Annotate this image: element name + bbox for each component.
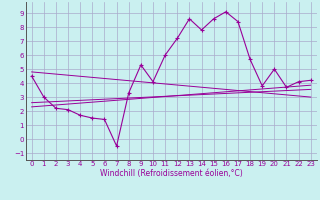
X-axis label: Windchill (Refroidissement éolien,°C): Windchill (Refroidissement éolien,°C) <box>100 169 243 178</box>
